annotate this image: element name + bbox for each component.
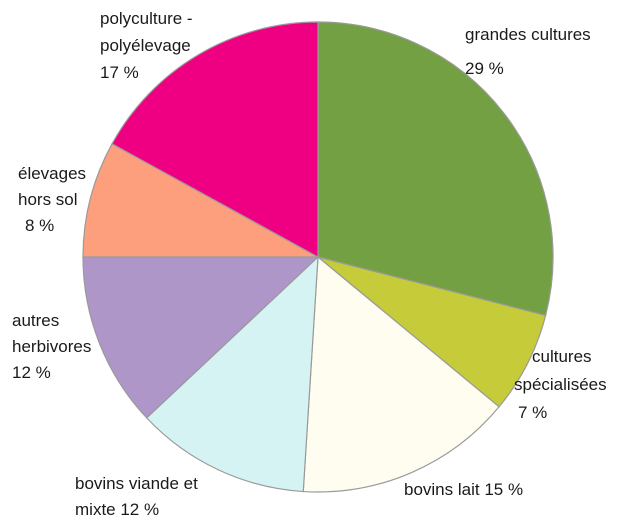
pie-slice-bovins-viande-et-mixte	[145, 255, 319, 493]
pie-slice-polyculture-polyelevage	[111, 21, 319, 259]
pie-slice-cultures-specialisees	[317, 256, 547, 408]
slice-label-cultures-specialisees: cultures spécialisées 7 %	[514, 347, 607, 422]
pie-labels: grandes cultures 29 % cultures spécialisées…	[12, 9, 607, 519]
pie-slice-grandes-cultures	[317, 21, 554, 317]
slice-label-bovins-viande-et-mixte: bovins viande et mixte 12 %	[75, 474, 198, 519]
pie-slices	[82, 21, 554, 493]
pie-slice-elevages-hors-sol	[82, 142, 319, 258]
slice-label-autres-herbivores: autres herbivores 12 %	[12, 311, 91, 382]
slice-label-grandes-cultures: grandes cultures 29 %	[465, 25, 591, 78]
pie-slice-bovins-lait	[302, 255, 500, 493]
slice-label-elevages-hors-sol: élevages hors sol 8 %	[18, 164, 86, 235]
slice-label-polyculture-polyelevage: polyculture -polyélevage 17 %	[100, 9, 193, 82]
pie-slice-autres-herbivores	[82, 256, 320, 419]
slice-label-bovins-lait: bovins lait 15 %	[404, 480, 523, 499]
